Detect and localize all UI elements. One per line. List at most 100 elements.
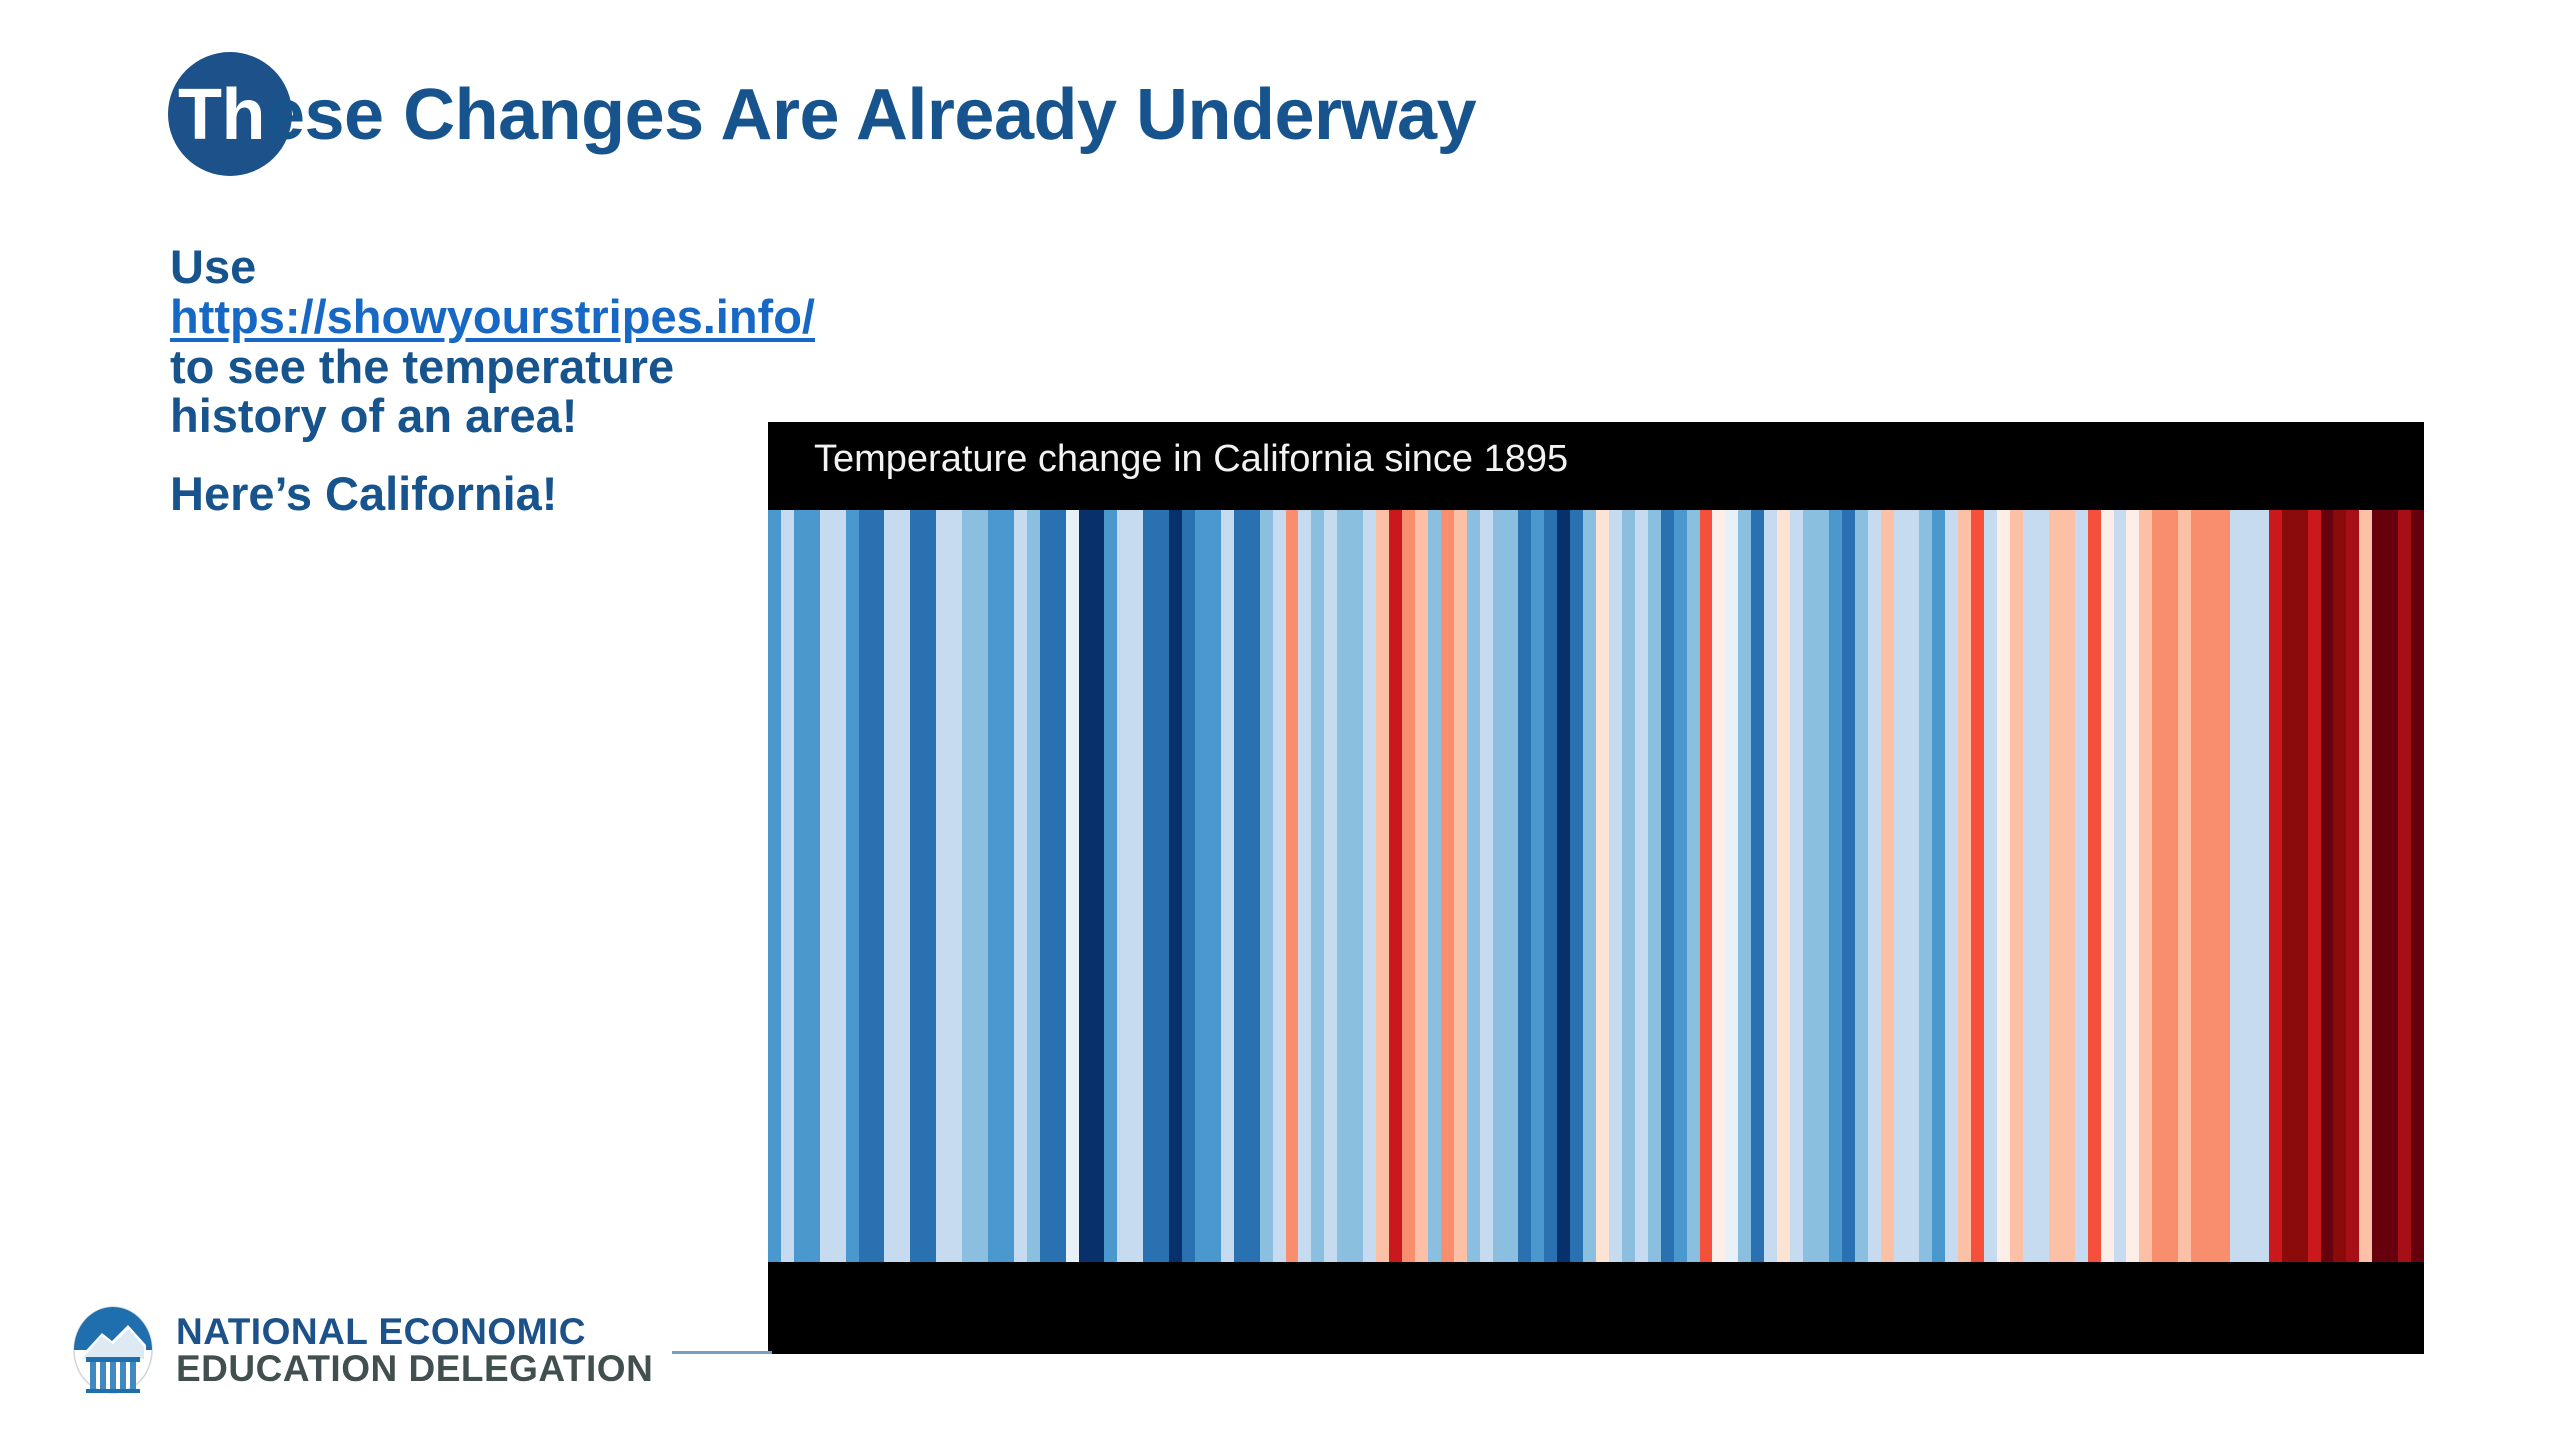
stripe-year-1971 bbox=[1751, 510, 1765, 1262]
stripe-year-2001 bbox=[2139, 510, 2153, 1262]
stripe-year-1905 bbox=[897, 510, 911, 1262]
instruction-paragraph: Use https://showyourstripes.info/ to see… bbox=[170, 240, 815, 443]
stripe-year-1969 bbox=[1725, 510, 1739, 1262]
stripe-year-1993 bbox=[2035, 510, 2049, 1262]
stripe-year-1949 bbox=[1466, 510, 1480, 1262]
stripe-year-1961 bbox=[1621, 510, 1635, 1262]
stripe-year-1903 bbox=[871, 510, 885, 1262]
stripe-year-1897 bbox=[793, 510, 807, 1262]
stripe-year-1975 bbox=[1803, 510, 1816, 1262]
stripe-year-1974 bbox=[1790, 510, 1803, 1262]
stripe-year-1957 bbox=[1570, 510, 1584, 1262]
stripe-year-2002 bbox=[2152, 510, 2166, 1262]
decorative-dot-pattern bbox=[2090, 0, 2560, 420]
page-title-rest: ese Changes Are Already Underway bbox=[264, 75, 1477, 155]
stripe-year-1950 bbox=[1479, 510, 1493, 1262]
stripe-year-1972 bbox=[1764, 510, 1778, 1262]
stripe-year-2016 bbox=[2333, 510, 2347, 1262]
stripe-year-1934 bbox=[1272, 510, 1286, 1262]
stripe-year-1991 bbox=[2010, 510, 2023, 1262]
stripe-year-1938 bbox=[1324, 510, 1338, 1262]
organization-logo: NATIONAL ECONOMIC EDUCATION DELEGATION bbox=[72, 1300, 653, 1400]
stripe-year-1920 bbox=[1091, 510, 1105, 1262]
stripe-year-2007 bbox=[2217, 510, 2230, 1262]
stripe-year-1906 bbox=[910, 510, 924, 1262]
stripes-band bbox=[768, 510, 2424, 1262]
california-callout: Here’s California! bbox=[170, 467, 558, 521]
stripe-year-1956 bbox=[1557, 510, 1571, 1262]
stripe-year-1896 bbox=[780, 510, 794, 1262]
stripe-year-1940 bbox=[1350, 510, 1364, 1262]
stripe-year-1960 bbox=[1608, 510, 1622, 1262]
stripe-year-2014 bbox=[2307, 510, 2321, 1262]
instruction-prefix: Use bbox=[170, 240, 257, 293]
stripe-year-1952 bbox=[1505, 510, 1519, 1262]
stripe-year-1908 bbox=[936, 510, 950, 1262]
stripe-year-1933 bbox=[1259, 510, 1273, 1262]
stripe-year-1965 bbox=[1673, 510, 1687, 1262]
stripe-year-1977 bbox=[1828, 510, 1842, 1262]
stripe-year-1945 bbox=[1414, 510, 1428, 1262]
stripe-year-1963 bbox=[1647, 510, 1661, 1262]
warming-stripes-chart: Temperature change in California since 1… bbox=[768, 422, 2424, 1354]
stripe-year-1904 bbox=[884, 510, 898, 1262]
stripe-year-1900 bbox=[832, 510, 846, 1262]
stripe-year-1982 bbox=[1893, 510, 1907, 1262]
org-name-line-1: NATIONAL ECONOMIC bbox=[176, 1311, 587, 1352]
stripe-year-2017 bbox=[2346, 510, 2360, 1262]
stripe-year-2020 bbox=[2385, 510, 2399, 1262]
stripe-year-1922 bbox=[1117, 510, 1131, 1262]
stripe-year-1947 bbox=[1440, 510, 1454, 1262]
stripe-year-1996 bbox=[2074, 510, 2088, 1262]
stripe-year-1989 bbox=[1984, 510, 1998, 1262]
showyourstripes-link[interactable]: https://showyourstripes.info/ bbox=[170, 289, 815, 343]
stripe-year-1988 bbox=[1971, 510, 1985, 1262]
stripe-year-1921 bbox=[1104, 510, 1118, 1262]
stripe-year-1942 bbox=[1376, 510, 1389, 1262]
stripe-year-2008 bbox=[2229, 510, 2243, 1262]
stripe-year-1995 bbox=[2061, 510, 2075, 1262]
stripe-year-2015 bbox=[2320, 510, 2334, 1262]
org-name-line-2: EDUCATION DELEGATION bbox=[176, 1348, 654, 1389]
stripe-year-1918 bbox=[1065, 510, 1079, 1262]
stripe-year-1907 bbox=[923, 510, 937, 1262]
stripe-year-1973 bbox=[1777, 510, 1791, 1262]
stripe-year-1999 bbox=[2113, 510, 2127, 1262]
stripe-year-1985 bbox=[1932, 510, 1946, 1262]
stripe-year-1978 bbox=[1841, 510, 1855, 1262]
stripe-year-1981 bbox=[1880, 510, 1894, 1262]
stripe-year-1923 bbox=[1130, 510, 1144, 1262]
body-copy: Use https://showyourstripes.info/ to see… bbox=[170, 240, 815, 547]
stripe-year-1926 bbox=[1169, 510, 1182, 1262]
stripe-year-2010 bbox=[2255, 510, 2269, 1262]
stripe-year-1997 bbox=[2087, 510, 2101, 1262]
stripe-year-2013 bbox=[2294, 510, 2308, 1262]
stripe-year-1992 bbox=[2022, 510, 2036, 1262]
stripe-year-1902 bbox=[858, 510, 872, 1262]
stripe-year-1976 bbox=[1815, 510, 1829, 1262]
stripe-year-2003 bbox=[2165, 510, 2179, 1262]
stripe-year-2009 bbox=[2242, 510, 2256, 1262]
stripe-year-1964 bbox=[1660, 510, 1674, 1262]
chart-title: Temperature change in California since 1… bbox=[814, 438, 1569, 480]
stripe-year-1911 bbox=[975, 510, 988, 1262]
stripe-year-1984 bbox=[1919, 510, 1933, 1262]
stripe-year-1937 bbox=[1311, 510, 1325, 1262]
stripe-year-1943 bbox=[1389, 510, 1402, 1262]
stripe-year-1954 bbox=[1531, 510, 1545, 1262]
footer-divider-rule bbox=[672, 1351, 772, 1354]
stripe-year-2021 bbox=[2398, 510, 2412, 1262]
title-accent-circle bbox=[168, 52, 292, 176]
chart-x-axis bbox=[768, 1262, 2424, 1354]
stripe-year-1930 bbox=[1220, 510, 1234, 1262]
stripe-year-1944 bbox=[1401, 510, 1415, 1262]
stripe-year-1912 bbox=[987, 510, 1001, 1262]
stripe-year-1932 bbox=[1246, 510, 1260, 1262]
stripe-year-1958 bbox=[1583, 510, 1596, 1262]
stripe-year-1939 bbox=[1337, 510, 1351, 1262]
instruction-suffix: to see the temperature history of an are… bbox=[170, 339, 675, 443]
stripe-year-1987 bbox=[1958, 510, 1972, 1262]
stripe-year-1898 bbox=[806, 510, 820, 1262]
stripe-year-2004 bbox=[2178, 510, 2192, 1262]
stripe-year-1966 bbox=[1686, 510, 1700, 1262]
